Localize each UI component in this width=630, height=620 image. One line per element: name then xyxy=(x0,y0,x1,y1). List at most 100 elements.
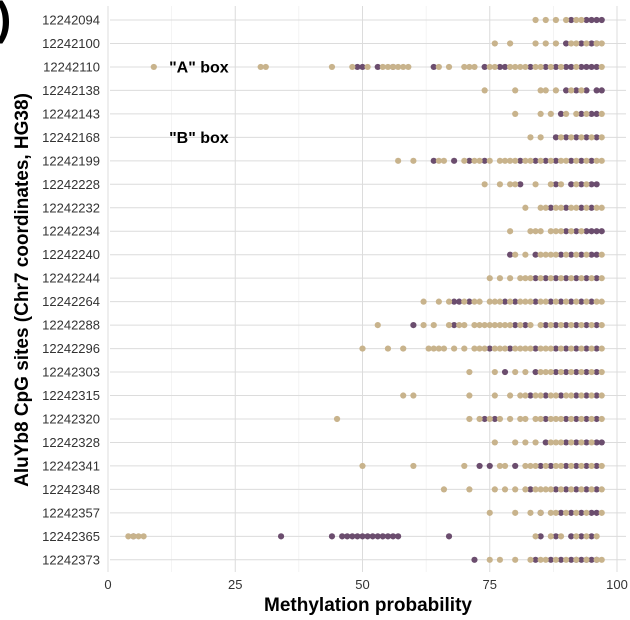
data-point-tan xyxy=(578,392,585,399)
data-point-purple xyxy=(578,509,585,516)
data-point-tan xyxy=(578,16,585,24)
data-point-tan xyxy=(573,181,580,188)
data-point-tan xyxy=(598,63,605,71)
data-point-tan xyxy=(507,181,514,188)
data-point-tan xyxy=(501,322,509,329)
data-point-tan xyxy=(568,439,575,446)
data-point-tan xyxy=(476,322,483,329)
y-axis-title: AluYb8 CpG sites (Chr7 coordinates, HG38… xyxy=(12,93,33,487)
data-point-tan xyxy=(547,251,554,258)
data-point-purple xyxy=(557,298,565,305)
data-point-tan xyxy=(512,486,519,493)
data-point-purple xyxy=(573,439,580,446)
annotations: "A" box "B" box xyxy=(169,59,229,146)
data-point-tan xyxy=(262,63,269,71)
data-point-purple xyxy=(578,110,585,117)
data-point-tan xyxy=(593,157,600,164)
data-point-purple xyxy=(583,486,590,493)
data-point-purple xyxy=(588,181,595,188)
data-point-purple xyxy=(563,228,570,235)
data-point-tan xyxy=(552,556,560,563)
data-point-tan xyxy=(588,415,595,423)
data-point-purple xyxy=(512,298,519,305)
data-point-tan xyxy=(532,40,539,47)
y-tick-label: 12242138 xyxy=(42,83,100,98)
data-point-tan xyxy=(486,157,493,164)
data-point-purple xyxy=(557,556,565,563)
data-point-tan xyxy=(527,345,534,352)
data-point-tan xyxy=(598,392,605,399)
data-point-purple xyxy=(578,251,585,258)
data-point-tan xyxy=(527,509,534,516)
data-point-tan xyxy=(135,533,142,540)
x-axis-title: Methylation probability xyxy=(264,595,472,616)
data-point-purple xyxy=(578,181,585,188)
y-tick-label: 12242264 xyxy=(42,294,100,309)
data-point-purple xyxy=(512,322,519,329)
data-point-purple xyxy=(451,322,458,329)
data-point-tan xyxy=(593,556,600,563)
data-point-tan xyxy=(537,368,544,376)
data-point-purple xyxy=(588,157,595,164)
x-tick-label: 50 xyxy=(355,577,369,592)
data-point-tan xyxy=(507,40,514,47)
data-point-tan xyxy=(522,368,529,376)
data-point-tan xyxy=(552,16,560,24)
data-point-purple xyxy=(598,87,605,94)
data-point-purple xyxy=(588,533,595,540)
data-point-tan xyxy=(578,275,585,282)
data-point-purple xyxy=(517,157,524,164)
data-point-purple xyxy=(552,486,560,493)
data-point-tan xyxy=(542,87,549,94)
data-point-purple xyxy=(598,228,605,235)
data-point-purple xyxy=(354,63,361,71)
data-point-tan xyxy=(532,415,539,423)
data-point-purple xyxy=(593,509,600,516)
data-point-tan xyxy=(532,63,539,71)
data-point-tan xyxy=(573,556,580,563)
data-point-tan xyxy=(547,486,554,493)
data-point-tan xyxy=(537,204,544,211)
data-point-tan xyxy=(512,87,519,94)
data-point-tan xyxy=(445,298,453,305)
data-point-tan xyxy=(537,345,544,352)
data-point-purple xyxy=(578,63,585,71)
data-point-purple xyxy=(344,533,351,540)
data-point-tan xyxy=(537,63,544,71)
data-point-purple xyxy=(563,87,570,94)
data-point-tan xyxy=(471,322,478,329)
y-tick-label: 12242234 xyxy=(42,224,100,239)
data-point-tan xyxy=(547,110,554,117)
data-point-tan xyxy=(507,63,514,71)
data-point-purple xyxy=(573,345,580,352)
data-point-tan xyxy=(557,533,565,540)
data-point-tan xyxy=(552,251,560,258)
data-point-purple xyxy=(466,157,473,164)
data-point-tan xyxy=(522,392,529,399)
data-point-purple xyxy=(552,345,560,352)
data-point-tan xyxy=(552,509,560,516)
data-point-tan xyxy=(257,63,264,71)
data-point-tan xyxy=(527,228,534,235)
y-tick-label: 12242228 xyxy=(42,177,100,192)
data-point-purple xyxy=(537,533,544,540)
data-point-tan xyxy=(573,533,580,540)
data-point-purple xyxy=(573,228,580,235)
data-point-purple xyxy=(507,251,514,258)
data-point-tan xyxy=(527,556,534,563)
data-point-purple xyxy=(583,368,590,376)
data-point-purple xyxy=(532,556,539,563)
data-point-tan xyxy=(481,322,488,329)
y-tick-label: 12242240 xyxy=(42,247,100,262)
data-point-tan xyxy=(527,322,534,329)
data-point-tan xyxy=(364,63,371,71)
data-point-tan xyxy=(557,157,565,164)
data-point-tan xyxy=(451,345,458,352)
data-point-tan xyxy=(568,415,575,423)
data-point-tan xyxy=(481,181,488,188)
data-point-purple xyxy=(557,251,565,258)
data-point-purple xyxy=(481,63,488,71)
data-point-purple xyxy=(552,322,560,329)
data-point-tan xyxy=(328,63,336,71)
data-point-tan xyxy=(349,63,356,71)
